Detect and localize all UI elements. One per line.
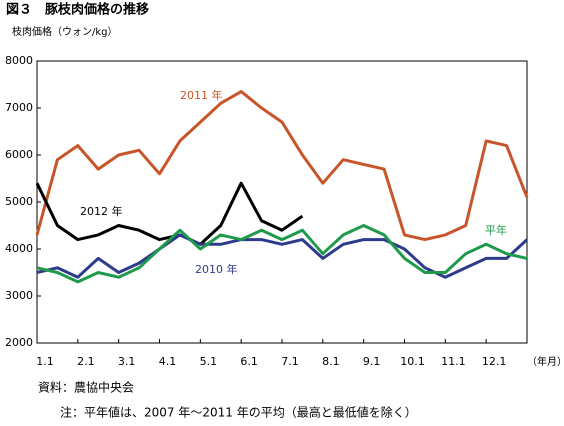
series-line — [35, 90, 529, 242]
x-tick-label: 5.1 — [200, 355, 218, 368]
series-label: 2012 年 — [80, 204, 123, 218]
x-tick-label: 1.1 — [36, 355, 54, 368]
y-tick-label: 4000 — [5, 242, 33, 255]
series-label: 2010 年 — [195, 262, 238, 276]
series-label: 平年 — [485, 223, 507, 237]
x-tick-label: 8.1 — [322, 355, 340, 368]
y-tick-label: 2000 — [5, 336, 33, 349]
chart-title: 図３ 豚枝肉価格の推移 — [6, 2, 149, 18]
x-tick-label: 4.1 — [159, 355, 177, 368]
x-tick-label: 7.1 — [281, 355, 299, 368]
x-tick-label: 9.1 — [363, 355, 381, 368]
y-tick-label: 5000 — [5, 195, 33, 208]
series-line — [35, 181, 304, 246]
x-tick-label: 12.1 — [482, 355, 507, 368]
y-tick-label: 3000 — [5, 289, 33, 302]
x-tick-label: 11.1 — [441, 355, 466, 368]
y-tick-label: 8000 — [5, 54, 33, 67]
x-tick-label: 6.1 — [240, 355, 258, 368]
series-label: 2011 年 — [180, 88, 223, 102]
y-axis-label: 枝肉価格（ウォン/kg） — [12, 25, 118, 38]
source: 資料：農協中央会 — [38, 380, 134, 395]
x-tick-label: 3.1 — [118, 355, 136, 368]
x-axis-label: （年月） — [527, 355, 564, 368]
x-tick-label: 10.1 — [400, 355, 425, 368]
y-tick-label: 6000 — [5, 148, 33, 161]
series-line — [36, 233, 529, 279]
plot-frame — [36, 60, 528, 344]
series-line — [36, 224, 528, 284]
y-tick-label: 7000 — [5, 101, 33, 114]
x-tick-label: 2.1 — [77, 355, 95, 368]
note: 注：平年値は、2007 年～2011 年の平均（最高と最低値を除く） — [60, 405, 417, 420]
